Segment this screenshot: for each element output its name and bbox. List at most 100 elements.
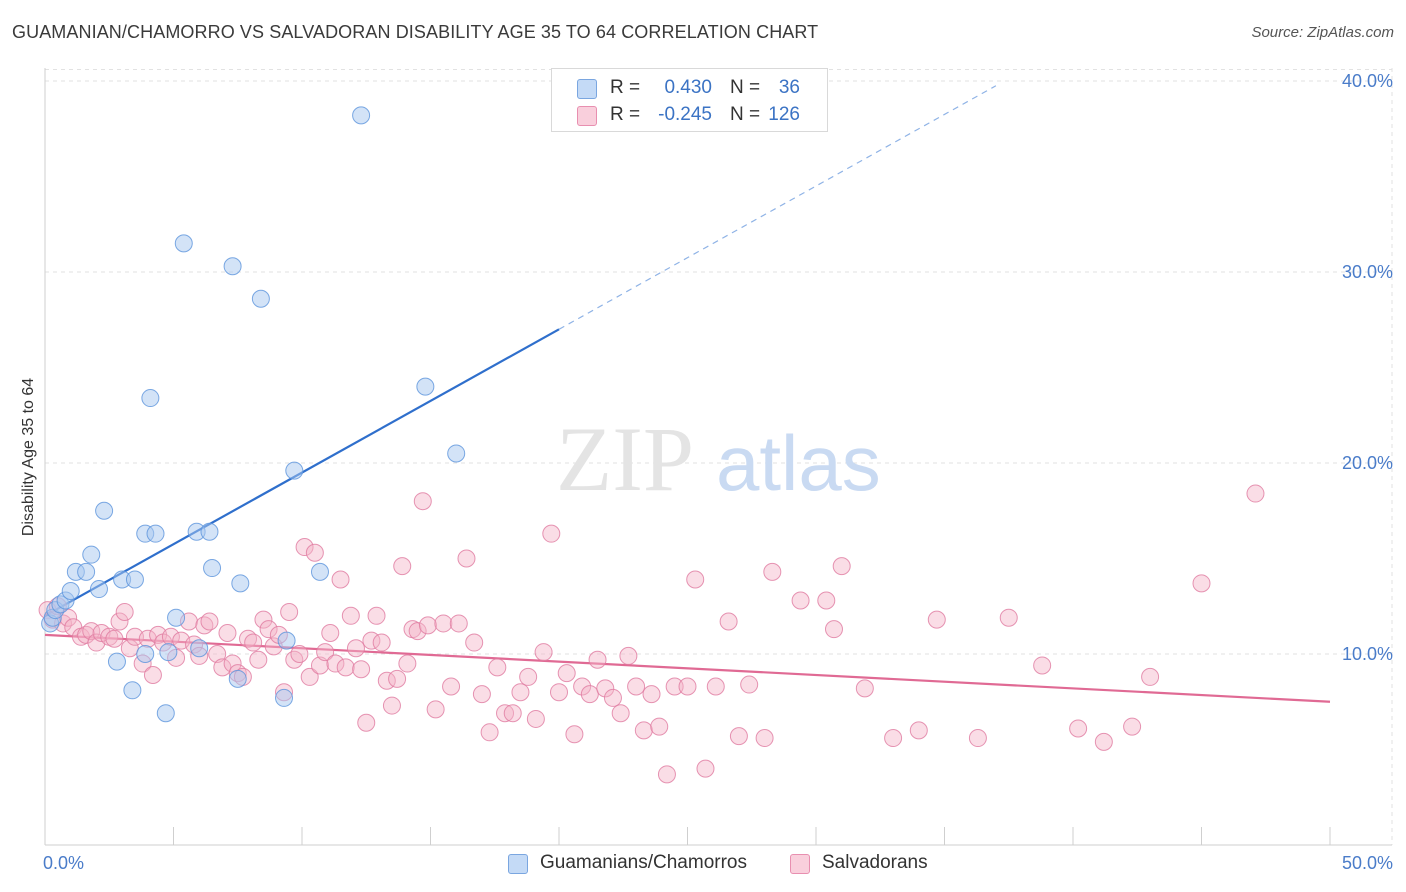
salvadoran-point <box>434 614 453 633</box>
salvadoran-point <box>550 683 568 702</box>
x-tick-label: 50.0% <box>1342 853 1393 873</box>
guamanian-point <box>123 681 142 700</box>
y-tick-label: 20.0% <box>1342 453 1393 473</box>
salvadoran-point <box>285 650 304 669</box>
salvadoran-point <box>200 612 219 631</box>
salvadoran-point <box>503 704 522 723</box>
guamanian-point <box>125 570 144 589</box>
salvadoran-point <box>316 643 335 662</box>
legend-n-value: 36 <box>778 77 800 98</box>
guamanian-point <box>167 608 186 627</box>
y-tick-label: 30.0% <box>1342 262 1393 282</box>
watermark-atlas: atlas <box>716 419 881 507</box>
salvadoran-point <box>295 538 314 557</box>
salvadoran-point <box>817 591 836 610</box>
source-label: Source: ZipAtlas.com <box>1251 24 1394 41</box>
x-tick-label: 0.0% <box>43 853 84 873</box>
salvadoran-point <box>244 633 263 652</box>
x-tick-labels: 0.0% 50.0% <box>43 853 1393 873</box>
salvadoran-point <box>565 725 584 744</box>
guamanian-points <box>41 106 466 723</box>
guamanian-point <box>251 289 270 308</box>
salvadoran-point <box>331 570 350 589</box>
salvadoran-point <box>1069 719 1088 738</box>
salvadoran-point <box>280 602 299 621</box>
salvadoran-point <box>457 549 476 568</box>
guamanian-point <box>310 562 329 581</box>
salvadoran-point <box>496 704 515 723</box>
salvadoran-point <box>534 643 553 662</box>
salvadoran-point <box>408 622 427 641</box>
legend-row-guamanian: R = 0.430 N = 36 <box>552 75 827 101</box>
salvadoran-point <box>413 492 432 511</box>
salvadoran-point <box>526 709 545 728</box>
salvadoran-point <box>884 729 903 748</box>
guamanian-point <box>89 580 108 599</box>
guamanian-point <box>95 501 114 520</box>
salvadoran-point <box>372 633 391 652</box>
salvadoran-point <box>1141 667 1160 686</box>
y-axis-label: Disability Age 35 to 64 <box>20 378 37 536</box>
salvadoran-point <box>143 666 162 685</box>
bottom-legend-label: Salvadorans <box>822 852 928 873</box>
guamanian-point <box>61 581 80 600</box>
legend-r-label: R = <box>610 77 641 98</box>
watermark: ZIP atlas <box>556 408 881 510</box>
salvadoran-point <box>305 543 324 562</box>
salvadoran-point <box>642 685 661 704</box>
salvadoran-point <box>249 650 268 669</box>
guamanian-point <box>82 545 101 564</box>
salvadoran-point <box>1123 717 1142 736</box>
salvadoran-point <box>832 557 851 576</box>
guamanian-point <box>231 574 250 593</box>
trend-line-salvadoran <box>44 633 1331 703</box>
salvadoran-point <box>909 721 928 740</box>
salvadoran-points <box>38 484 1265 784</box>
salvadoran-point <box>480 723 499 742</box>
guamanian-point <box>223 257 242 276</box>
salvadoran-point <box>465 633 484 652</box>
salvadoran-point <box>763 562 782 581</box>
guamanian-point <box>228 669 247 688</box>
salvadoran-point <box>449 614 468 633</box>
salvadoran-point <box>1246 484 1265 503</box>
chart-title: GUAMANIAN/CHAMORRO VS SALVADORAN DISABIL… <box>12 22 819 42</box>
guamanian-point <box>136 645 155 663</box>
salvadoran-point <box>336 658 355 677</box>
salvadoran-point <box>218 623 237 642</box>
bottom-legend-swatch-guamanian <box>508 854 528 874</box>
salvadoran-point <box>1094 732 1113 751</box>
salvadoran-point <box>398 654 417 673</box>
salvadoran-point <box>393 557 412 576</box>
salvadoran-point <box>580 685 599 704</box>
salvadoran-point <box>352 660 371 679</box>
salvadoran-point <box>611 704 630 723</box>
guamanian-point <box>285 461 304 480</box>
y-tick-label: 10.0% <box>1342 644 1393 664</box>
legend-swatch-guamanian <box>577 79 597 99</box>
salvadoran-point <box>1192 574 1211 593</box>
salvadoran-point <box>686 570 705 589</box>
salvadoran-point <box>557 664 576 683</box>
salvadoran-point <box>310 656 329 675</box>
legend-row-salvadoran: R = -0.245 N = 126 <box>552 102 827 128</box>
salvadoran-point <box>650 717 669 736</box>
salvadoran-point <box>290 645 309 663</box>
salvadoran-point <box>999 608 1018 627</box>
legend-n-label: N = <box>730 104 761 125</box>
salvadoran-point <box>740 675 759 694</box>
guamanian-point <box>275 688 294 707</box>
salvadoran-point <box>511 683 530 702</box>
guamanian-point <box>146 524 165 543</box>
legend-n-value: 126 <box>768 104 800 125</box>
salvadoran-point <box>382 696 401 715</box>
salvadoran-point <box>627 677 646 696</box>
guamanian-point <box>156 704 175 723</box>
salvadoran-point <box>824 620 843 639</box>
salvadoran-point <box>367 606 386 625</box>
salvadoran-point <box>110 612 129 631</box>
guamanian-point <box>352 106 371 125</box>
salvadoran-point <box>300 667 319 686</box>
salvadoran-point <box>665 677 684 696</box>
